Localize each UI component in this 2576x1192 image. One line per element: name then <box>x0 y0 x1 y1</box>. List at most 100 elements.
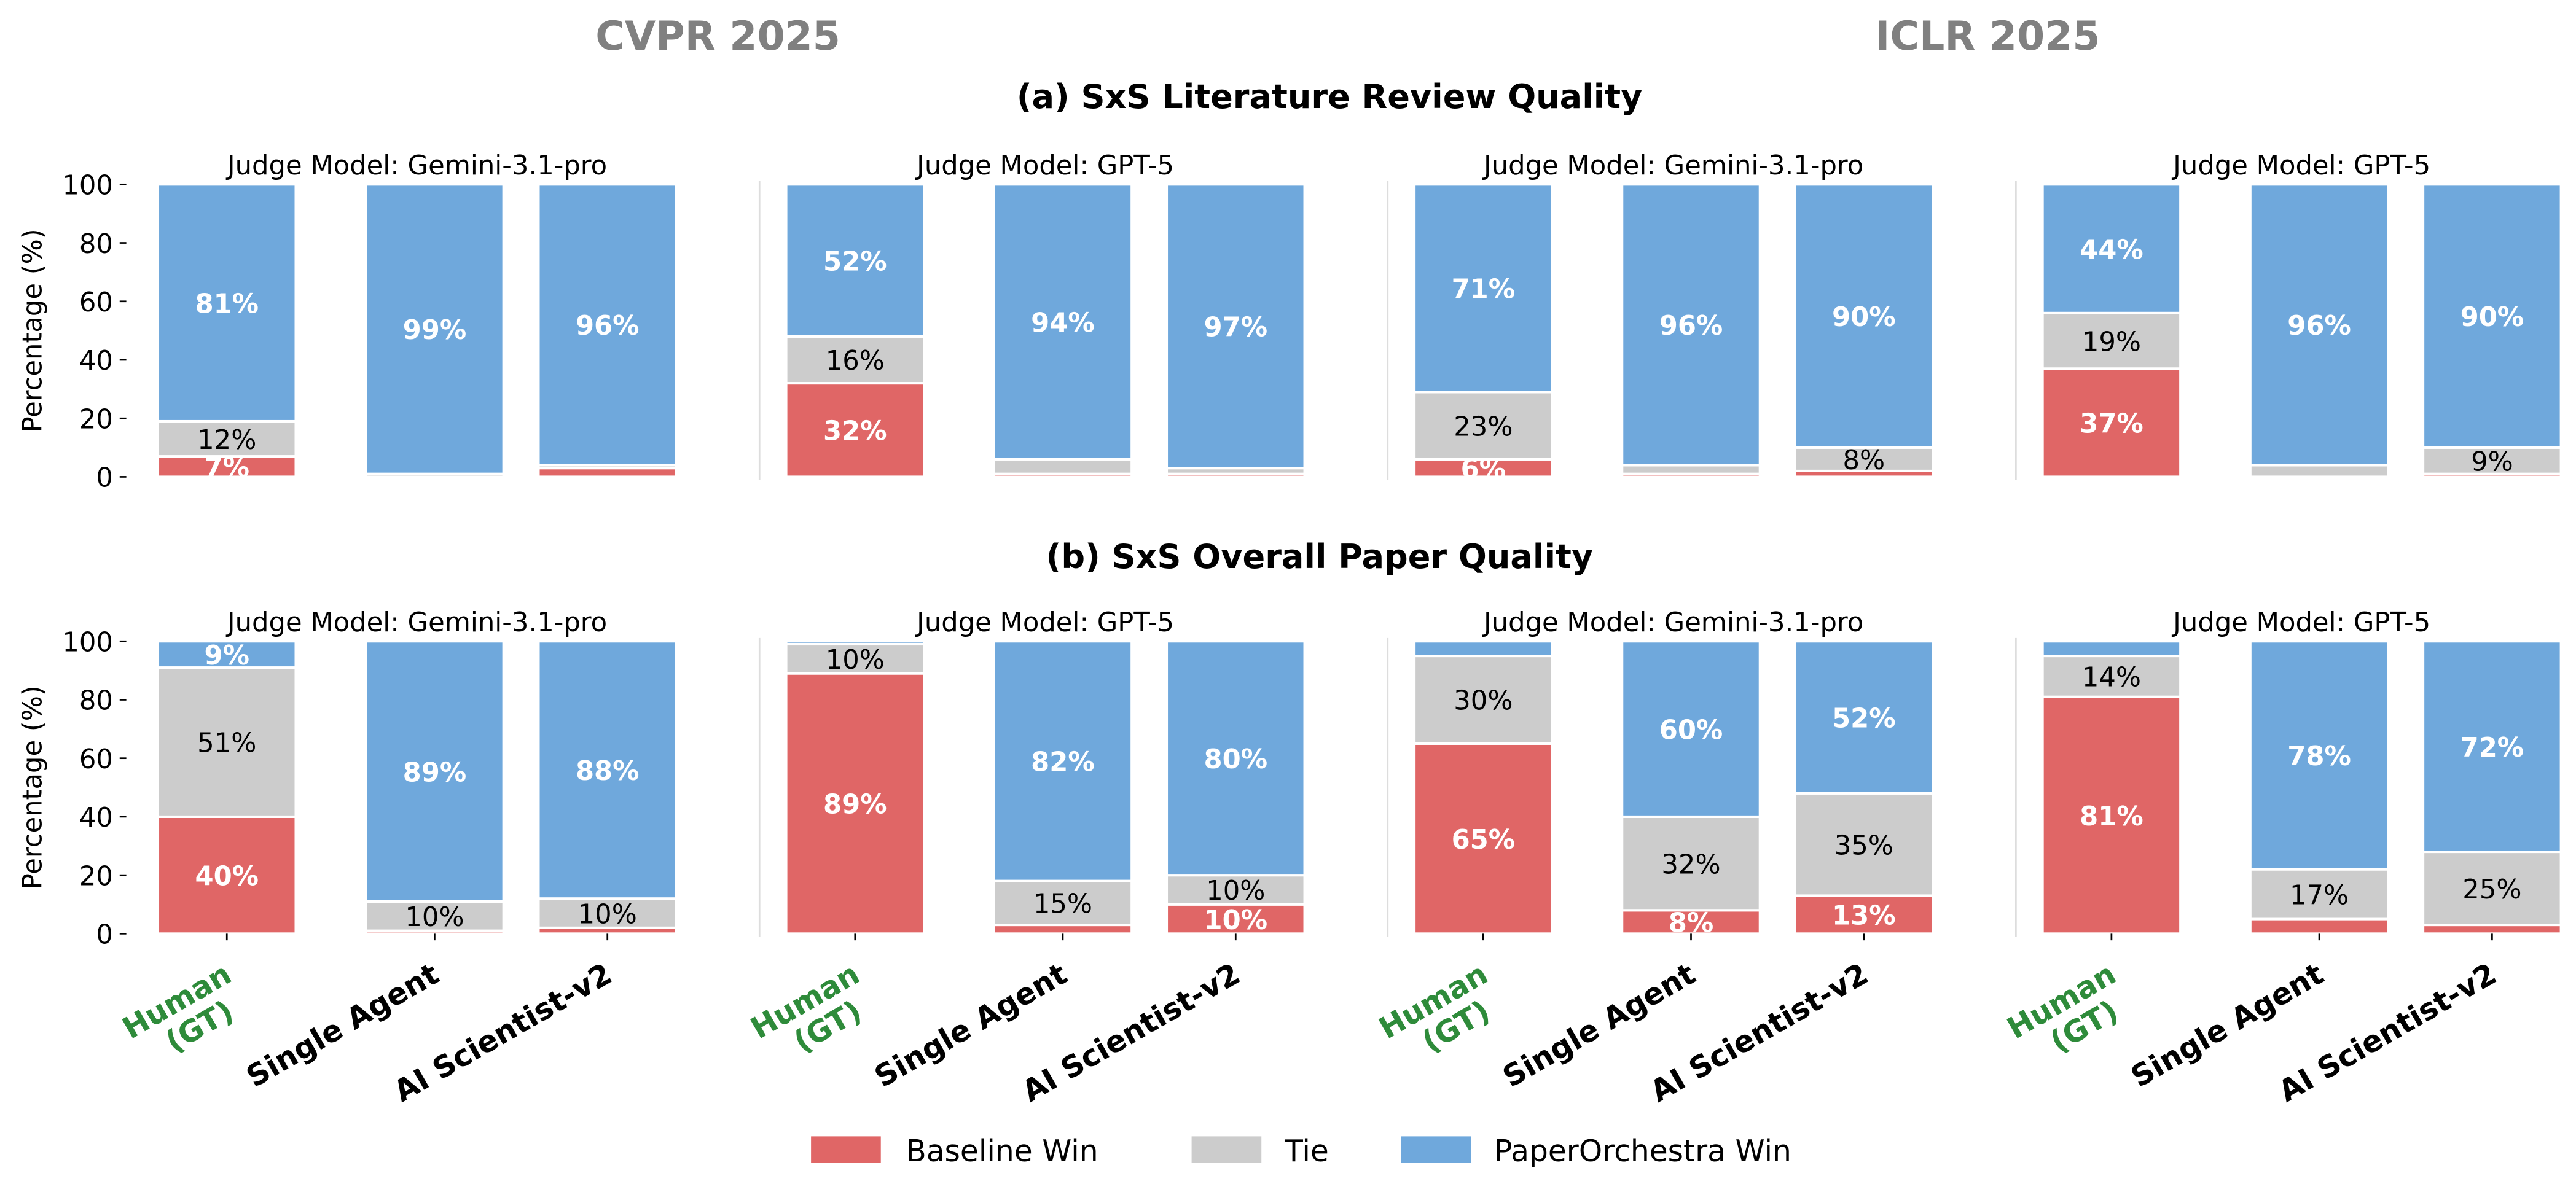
panel-subtitle: Judge Model: Gemini-3.1-pro <box>1482 150 1863 181</box>
data-label: 32% <box>1661 849 1720 880</box>
data-label: 15% <box>1033 889 1092 920</box>
bar-segment-win <box>992 183 1133 461</box>
bar-segment-win <box>364 183 505 475</box>
legend-swatch-baseline <box>811 1136 881 1163</box>
data-label: 78% <box>2287 741 2351 772</box>
bar-segment-tie <box>2249 464 2390 478</box>
data-label: 65% <box>1452 825 1516 855</box>
legend: Baseline Win Tie PaperOrchestra Win <box>811 1134 1791 1169</box>
data-label: 10% <box>405 902 464 933</box>
panel-subtitle: Judge Model: Gemini-3.1-pro <box>225 607 607 638</box>
bar-segment-tie <box>992 458 1133 475</box>
panel-subtitle: Judge Model: Gemini-3.1-pro <box>1482 607 1863 638</box>
data-label: 10% <box>578 899 637 930</box>
x-tick-label: Human(GT) <box>1373 957 1510 1075</box>
data-label: 10% <box>1206 876 1265 906</box>
bar-segment-tie <box>1165 874 1306 906</box>
data-label: 89% <box>403 757 467 788</box>
bar-segment-tie <box>2422 446 2562 475</box>
panel-subtitle: Judge Model: Gemini-3.1-pro <box>225 150 607 181</box>
data-label: 52% <box>1832 703 1896 734</box>
data-label: 96% <box>1659 311 1723 341</box>
data-label: 96% <box>576 311 640 341</box>
data-label: 60% <box>1659 715 1723 746</box>
bar-segment-win <box>1165 640 1306 877</box>
y-tick-label: 40 <box>79 803 113 833</box>
data-label: 10% <box>1204 905 1268 936</box>
data-label: 72% <box>2461 733 2524 763</box>
bar-segment-tie <box>785 335 926 385</box>
data-label: 94% <box>1031 308 1095 338</box>
bar-segment-baseline <box>2041 367 2182 478</box>
bar-segment-win <box>1621 640 1761 818</box>
legend-swatch-win <box>1401 1136 1471 1163</box>
y-tick-label: 100 <box>62 627 113 658</box>
bar-segment-baseline <box>1165 903 1306 935</box>
bar-segment-tie <box>1621 815 1761 912</box>
data-label: 37% <box>2080 409 2143 440</box>
data-label: 17% <box>2290 880 2349 911</box>
y-tick-label: 0 <box>96 463 113 494</box>
panel-subtitle: Judge Model: GPT-5 <box>2171 150 2430 181</box>
data-label: 40% <box>195 861 259 892</box>
data-label: 44% <box>2080 235 2143 265</box>
bar-segment-win <box>1413 183 1554 394</box>
bar-segment-win <box>1793 640 1935 795</box>
data-label: 7% <box>205 453 249 483</box>
bar-segment-tie <box>156 419 297 458</box>
y-tick-label: 60 <box>79 287 113 318</box>
bar-segment-win <box>1621 183 1761 467</box>
data-label: 96% <box>2287 311 2351 341</box>
data-label: 52% <box>823 246 887 277</box>
bar-segment-tie <box>364 900 505 932</box>
bar-segment-win <box>2249 640 2390 871</box>
column-header-iclr: ICLR 2025 <box>1875 14 2100 60</box>
bar-segment-baseline <box>2041 695 2182 935</box>
data-label: 12% <box>197 425 256 456</box>
bar-segment-win <box>1793 183 1935 449</box>
bar-segment-win <box>785 183 926 338</box>
bar-segment-win <box>537 183 678 467</box>
data-label: 97% <box>1204 312 1268 343</box>
data-label: 88% <box>576 756 640 787</box>
data-label: 10% <box>826 645 885 676</box>
y-tick-label: 20 <box>79 404 113 435</box>
data-label: 9% <box>2471 446 2513 477</box>
bar-segment-baseline <box>992 924 1133 935</box>
bar-segment-win <box>2249 183 2390 467</box>
y-tick-label: 80 <box>79 229 113 260</box>
bar-segment-tie <box>1793 792 1935 897</box>
legend-label-tie: Tie <box>1284 1134 1329 1169</box>
data-label: 80% <box>1204 744 1268 775</box>
data-label: 8% <box>1843 445 1885 476</box>
data-label: 71% <box>1452 275 1516 305</box>
data-label: 8% <box>1669 908 1713 939</box>
bar-segment-tie <box>1621 464 1761 475</box>
data-label: 25% <box>2462 875 2521 905</box>
x-tick-label: Human(GT) <box>117 957 254 1075</box>
bar-segment-win <box>2422 183 2562 449</box>
column-header-cvpr: CVPR 2025 <box>595 14 840 60</box>
x-tick-label: Human(GT) <box>745 957 882 1075</box>
y-tick-label: 20 <box>79 861 113 892</box>
bar-segment-tie <box>1413 391 1554 461</box>
panel-subtitle: Judge Model: GPT-5 <box>915 607 1174 638</box>
data-label: 30% <box>1454 686 1513 717</box>
data-label: 51% <box>197 728 256 759</box>
bar-segment-tie <box>537 897 678 929</box>
y-tick-label: 100 <box>62 171 113 201</box>
row-title-a: (a) SxS Literature Review Quality <box>1017 77 1643 116</box>
bar-segment-win <box>785 640 926 646</box>
legend-swatch-tie <box>1191 1136 1262 1163</box>
data-label: 16% <box>826 346 885 376</box>
bar-segment-win <box>156 183 297 423</box>
data-label: 23% <box>1454 411 1513 442</box>
bar-segment-win <box>2041 183 2182 314</box>
y-tick-label: 60 <box>79 744 113 775</box>
data-label: 90% <box>1832 302 1896 333</box>
bar-segment-baseline <box>2422 924 2562 935</box>
bar-segment-win <box>537 640 678 900</box>
legend-label-win: PaperOrchestra Win <box>1494 1134 1791 1169</box>
data-label: 81% <box>2080 801 2143 832</box>
